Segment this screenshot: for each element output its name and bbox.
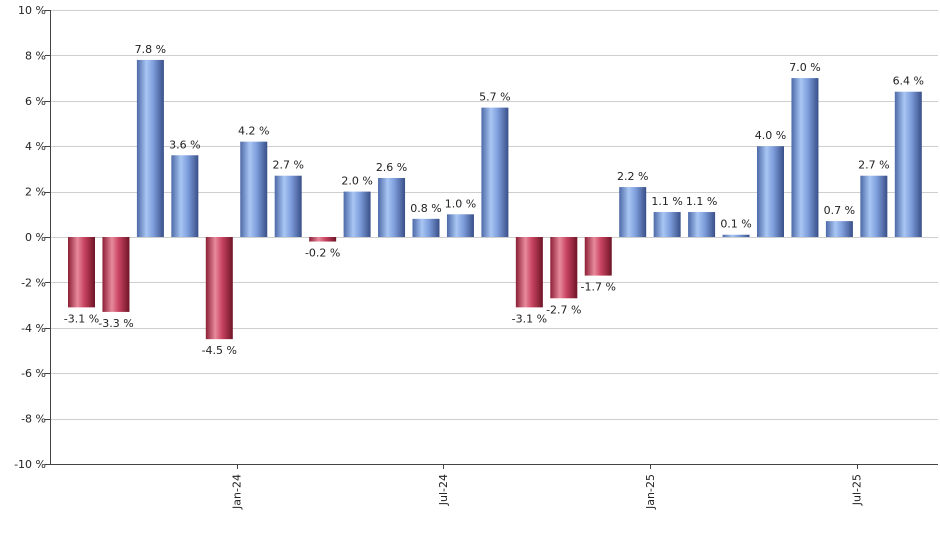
x-tick-label: Jul-24: [437, 474, 450, 506]
bar: [274, 175, 302, 237]
bar: [481, 107, 509, 237]
bar: [446, 214, 474, 237]
bar: [894, 91, 922, 237]
bar: [757, 146, 784, 237]
data-label: 4.2 %: [238, 125, 269, 138]
bar: [550, 237, 578, 299]
bar: [722, 234, 750, 237]
data-label: -3.3 %: [98, 317, 133, 330]
y-tick-label: -2 %: [21, 276, 46, 289]
bar: [791, 78, 819, 237]
y-tick-label: 2 %: [25, 186, 46, 199]
data-label: 1.0 %: [445, 197, 476, 210]
y-tick-label: 6 %: [25, 95, 46, 108]
data-label: -2.7 %: [546, 303, 581, 316]
x-tick-label: Jan-24: [231, 474, 244, 510]
y-tick-label: 8 %: [25, 49, 46, 62]
bar: [171, 155, 199, 237]
data-label: 0.7 %: [824, 204, 855, 217]
bar: [584, 237, 612, 276]
data-label: 0.8 %: [410, 202, 441, 215]
data-label: 3.6 %: [169, 138, 200, 151]
bar: [309, 237, 337, 242]
bar: [653, 212, 681, 237]
y-tick-label: 10 %: [18, 4, 46, 17]
data-label: 1.1 %: [686, 195, 717, 208]
data-label: -0.2 %: [305, 247, 340, 260]
data-label: -3.1 %: [512, 312, 547, 325]
data-label: 5.7 %: [479, 91, 510, 104]
y-tick-label: -10 %: [14, 458, 46, 471]
axes: 10 % 8 % 6 % 4 % 2 % 0 % -2 % -4 % -6 % -8 % -10 %…: [14, 4, 938, 510]
data-label: 2.2 %: [617, 170, 648, 183]
x-tick-label: Jan-25: [644, 474, 657, 510]
bar: [343, 191, 371, 237]
bar: [619, 187, 647, 237]
bar: [688, 212, 716, 237]
data-label: -3.1 %: [64, 312, 99, 325]
y-tick-label: 0 %: [25, 231, 46, 244]
data-label: 2.7 %: [858, 159, 889, 172]
data-label: 2.6 %: [376, 161, 407, 174]
data-label: 7.0 %: [789, 61, 820, 74]
data-label: -4.5 %: [202, 344, 237, 357]
data-label: 0.1 %: [720, 218, 751, 231]
bar: [136, 59, 164, 237]
data-label: 4.0 %: [755, 129, 786, 142]
bar: [378, 177, 406, 237]
data-label: 7.8 %: [135, 43, 166, 56]
y-tick-label: -6 %: [21, 367, 46, 380]
data-label: 2.7 %: [272, 159, 303, 172]
bar: [825, 221, 853, 237]
bar: [412, 218, 440, 237]
x-tick-label: Jul-25: [851, 474, 864, 506]
data-label: 1.1 %: [651, 195, 682, 208]
y-tick-label: -4 %: [21, 322, 46, 335]
bar: [68, 237, 95, 308]
bar: [515, 237, 543, 308]
bar: [240, 141, 268, 237]
data-label: -1.7 %: [581, 281, 616, 294]
bars: [68, 59, 922, 340]
data-labels: -3.1 % -3.3 %7.8 %3.6 %-4.5 %4.2 %2.7 %-0…: [64, 43, 924, 357]
y-tick-label: 4 %: [25, 140, 46, 153]
data-label: 6.4 %: [893, 75, 924, 88]
bar: [860, 175, 888, 237]
bar: [205, 237, 233, 340]
bar: [102, 237, 130, 312]
y-tick-label: -8 %: [21, 413, 46, 426]
data-label: 2.0 %: [341, 175, 372, 188]
